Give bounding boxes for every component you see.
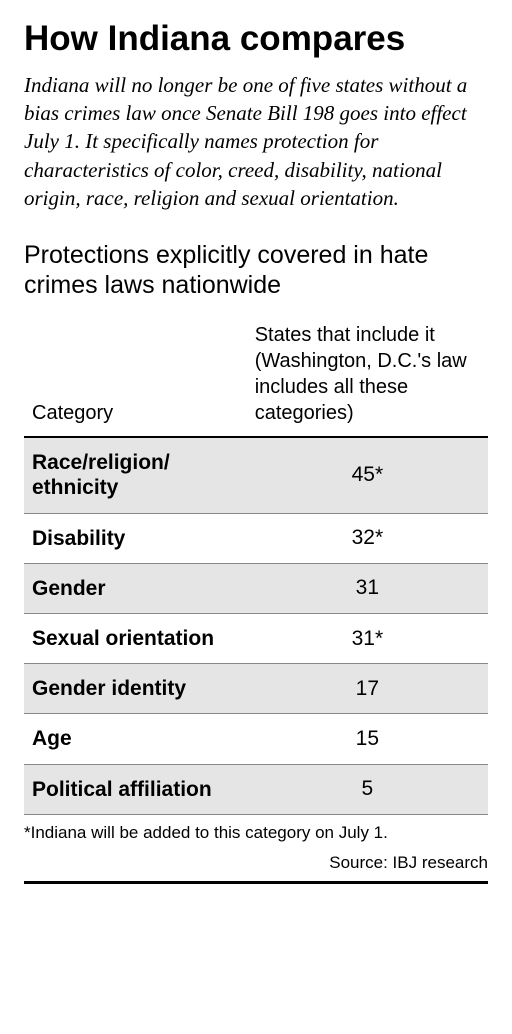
cell-value: 31 [247, 563, 488, 613]
cell-value: 15 [247, 714, 488, 764]
table-row: Sexual orientation 31* [24, 613, 488, 663]
protections-table: Category States that include it (Washing… [24, 322, 488, 815]
cell-category: Race/religion/ethnicity [24, 437, 247, 513]
section-heading: Protections explicitly covered in hate c… [24, 240, 488, 300]
cell-category: Sexual orientation [24, 613, 247, 663]
cell-value: 45* [247, 437, 488, 513]
column-header-category: Category [24, 322, 247, 437]
cell-category: Gender identity [24, 664, 247, 714]
cell-value: 32* [247, 513, 488, 563]
table-row: Disability 32* [24, 513, 488, 563]
table-row: Gender identity 17 [24, 664, 488, 714]
table-header-row: Category States that include it (Washing… [24, 322, 488, 437]
cell-value: 5 [247, 764, 488, 814]
cell-category: Gender [24, 563, 247, 613]
cell-value: 17 [247, 664, 488, 714]
cell-category: Age [24, 714, 247, 764]
subtitle-text: Indiana will no longer be one of five st… [24, 71, 488, 213]
cell-value: 31* [247, 613, 488, 663]
table-row: Gender 31 [24, 563, 488, 613]
cell-category: Disability [24, 513, 247, 563]
table-row: Race/religion/ethnicity 45* [24, 437, 488, 513]
footnote-text: *Indiana will be added to this category … [24, 823, 488, 843]
page-title: How Indiana compares [24, 20, 488, 59]
column-header-states: States that include it (Washington, D.C.… [247, 322, 488, 437]
source-text: Source: IBJ research [24, 853, 488, 873]
cell-category: Political affiliation [24, 764, 247, 814]
table-row: Age 15 [24, 714, 488, 764]
bottom-rule [24, 881, 488, 884]
table-row: Political affiliation 5 [24, 764, 488, 814]
